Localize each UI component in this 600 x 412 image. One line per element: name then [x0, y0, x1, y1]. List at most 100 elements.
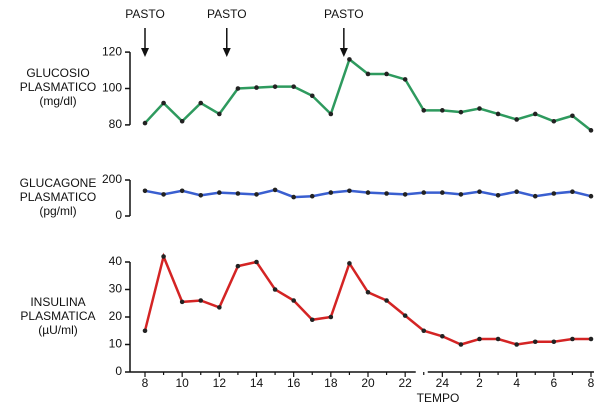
y-axis-label: GLUCAGONE [20, 176, 97, 190]
annotation-arrowhead [339, 48, 348, 57]
data-point [328, 190, 334, 195]
x-tick-label: 14 [250, 376, 264, 390]
data-point [514, 189, 519, 194]
data-point [347, 57, 352, 62]
y-axis-label: (µU/ml) [38, 323, 78, 337]
data-point [198, 298, 204, 303]
x-tick-label: 4 [513, 376, 520, 390]
data-point [384, 191, 389, 196]
y-axis-label: INSULINA [30, 295, 85, 309]
data-point [551, 339, 557, 345]
data-point [179, 299, 185, 305]
data-point [365, 71, 371, 77]
data-point [179, 118, 185, 124]
data-point [291, 84, 296, 89]
data-point [254, 259, 259, 265]
x-tick-label: 8 [588, 376, 595, 390]
data-point [272, 84, 278, 89]
x-axis-label: TEMPO [417, 391, 460, 405]
data-point [458, 342, 464, 347]
x-tick-label: 6 [550, 376, 557, 390]
data-point [217, 190, 222, 195]
data-point [217, 305, 222, 310]
data-point [161, 192, 166, 197]
data-point [551, 191, 557, 196]
data-point [588, 193, 594, 199]
data-point [198, 100, 204, 106]
data-point [495, 336, 501, 342]
data-point [217, 111, 222, 117]
data-point [514, 117, 519, 122]
data-point [551, 118, 557, 124]
x-tick-label: 20 [361, 376, 375, 390]
data-point [347, 188, 352, 194]
data-point [365, 289, 371, 295]
y-tick-label: 40 [109, 254, 123, 268]
data-point [421, 190, 427, 195]
data-point [161, 100, 166, 106]
data-point [309, 93, 315, 99]
data-point [402, 192, 408, 197]
data-point [254, 192, 259, 197]
x-tick-label: 10 [175, 376, 189, 390]
data-point [142, 328, 148, 334]
y-tick-label: 10 [109, 337, 123, 351]
y-tick-label: 0 [115, 364, 122, 378]
y-axis-label: PLASMATICO [20, 190, 96, 204]
data-point [570, 336, 575, 342]
data-point [458, 109, 464, 115]
data-point [458, 192, 464, 197]
y-tick-label: 200 [102, 172, 122, 186]
data-point [514, 342, 519, 347]
data-line [143, 252, 591, 346]
data-point [588, 128, 594, 133]
data-point [328, 314, 334, 320]
data-point [570, 113, 575, 119]
data-point [161, 254, 166, 259]
data-point [384, 298, 389, 303]
y-axis-label: GLUCOSIO [26, 66, 89, 80]
data-point [402, 77, 408, 82]
data-point [254, 85, 259, 90]
y-axis-label: PLASMATICO [20, 80, 96, 94]
data-point [402, 313, 408, 318]
data-point [309, 193, 315, 199]
data-point [421, 108, 427, 113]
y-tick-label: 100 [102, 81, 122, 95]
y-tick-label: 80 [109, 117, 123, 131]
y-axis-label: (pg/ml) [39, 204, 76, 218]
data-point [532, 339, 538, 345]
annotation-label: PASTO [207, 7, 247, 21]
annotation-label: PASTO [125, 7, 165, 21]
annotation-label: PASTO [324, 7, 364, 21]
x-tick-label: 2 [476, 376, 483, 390]
data-point [495, 111, 501, 117]
data-point [272, 187, 278, 193]
data-point [291, 298, 296, 303]
data-point [142, 188, 148, 194]
data-point [235, 86, 241, 91]
y-axis-label: PLASMATICA [20, 309, 95, 323]
y-tick-label: 30 [109, 282, 123, 296]
data-point [440, 333, 445, 339]
data-point [235, 191, 241, 196]
data-point [198, 193, 204, 198]
data-point [421, 328, 427, 334]
annotation-arrowhead [222, 48, 231, 57]
data-point [532, 193, 538, 199]
data-point [235, 263, 241, 269]
x-tick-label: 22 [398, 376, 412, 390]
x-tick-label: 16 [287, 376, 301, 390]
data-point [142, 120, 148, 126]
x-tick-label: 24 [436, 376, 450, 390]
y-tick-label: 0 [115, 208, 122, 222]
x-tick-label: 8 [142, 376, 149, 390]
data-line [144, 57, 592, 132]
data-point [365, 190, 371, 195]
data-point [384, 71, 389, 77]
data-point [272, 287, 278, 292]
data-point [477, 106, 482, 111]
data-point [440, 108, 445, 113]
data-point [291, 194, 296, 200]
